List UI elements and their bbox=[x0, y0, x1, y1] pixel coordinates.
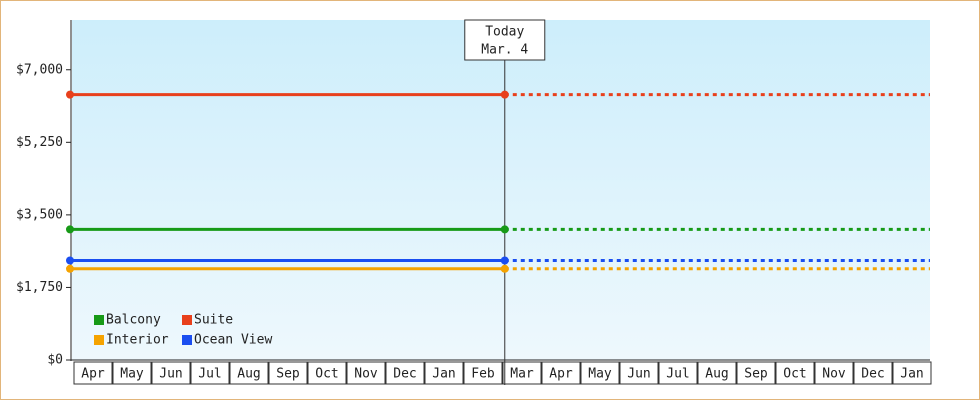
x-category-box bbox=[229, 361, 269, 385]
x-category-box bbox=[346, 361, 386, 385]
x-tick-label: Jan bbox=[900, 367, 923, 382]
x-tick-label: Oct bbox=[315, 367, 338, 382]
series-point bbox=[500, 264, 509, 273]
x-category-box bbox=[892, 361, 932, 385]
y-tick-label: $5,250 bbox=[16, 135, 63, 150]
y-tick-label: $7,000 bbox=[16, 62, 63, 77]
x-category-box bbox=[814, 361, 854, 385]
x-category-box bbox=[268, 361, 308, 385]
series-point bbox=[500, 90, 509, 99]
x-tick-label: Jan bbox=[432, 367, 455, 382]
x-category-box bbox=[853, 361, 893, 385]
x-category-box bbox=[385, 361, 425, 385]
x-tick-label: Nov bbox=[354, 367, 378, 382]
plot-area bbox=[72, 20, 930, 360]
y-tick-label: $3,500 bbox=[16, 207, 63, 222]
series-point bbox=[66, 90, 74, 99]
legend-swatch bbox=[182, 335, 192, 345]
x-tick-label: Nov bbox=[822, 367, 846, 382]
x-category-box bbox=[541, 361, 581, 385]
x-tick-label: Dec bbox=[393, 367, 416, 382]
legend-label: Interior bbox=[106, 333, 169, 348]
today-box bbox=[464, 19, 546, 61]
x-category-box bbox=[580, 361, 620, 385]
x-tick-label: Jun bbox=[627, 367, 650, 382]
x-tick-label: Apr bbox=[81, 367, 105, 382]
legend-label: Suite bbox=[194, 313, 233, 328]
y-tick-label: $1,750 bbox=[16, 280, 63, 295]
legend-swatch bbox=[94, 335, 104, 345]
x-tick-label: Aug bbox=[237, 367, 260, 382]
x-tick-label: Apr bbox=[549, 367, 573, 382]
x-tick-label: Feb bbox=[471, 367, 495, 382]
x-tick-label: Mar bbox=[510, 367, 534, 382]
x-category-box bbox=[697, 361, 737, 385]
legend-label: Balcony bbox=[106, 313, 161, 328]
legend-swatch bbox=[94, 315, 104, 325]
x-category-box bbox=[658, 361, 698, 385]
x-category-box bbox=[736, 361, 776, 385]
x-tick-label: Oct bbox=[783, 367, 806, 382]
x-tick-label: May bbox=[120, 367, 144, 382]
x-tick-label: Jul bbox=[198, 367, 221, 382]
legend-label: Ocean View bbox=[194, 333, 272, 348]
series-point bbox=[66, 225, 74, 234]
series-point bbox=[500, 225, 509, 234]
x-tick-label: Jun bbox=[159, 367, 182, 382]
today-label: Mar. 4 bbox=[481, 43, 528, 58]
x-category-box bbox=[619, 361, 659, 385]
series-point bbox=[66, 256, 74, 265]
x-category-box bbox=[424, 361, 464, 385]
y-tick-label: $0 bbox=[47, 353, 63, 368]
series-point bbox=[66, 264, 74, 273]
x-category-box bbox=[73, 361, 113, 385]
x-tick-label: Sep bbox=[744, 367, 768, 382]
x-category-box bbox=[112, 361, 152, 385]
x-category-box bbox=[502, 361, 542, 385]
x-category-box bbox=[463, 361, 503, 385]
legend-swatch bbox=[182, 315, 192, 325]
x-category-box bbox=[190, 361, 230, 385]
x-category-box bbox=[307, 361, 347, 385]
x-tick-label: Aug bbox=[705, 367, 728, 382]
x-category-box bbox=[775, 361, 815, 385]
x-category-box bbox=[151, 361, 191, 385]
x-tick-label: Dec bbox=[861, 367, 884, 382]
series-point bbox=[500, 256, 509, 265]
today-title: Today bbox=[485, 25, 524, 40]
x-tick-label: May bbox=[588, 367, 612, 382]
x-tick-label: Sep bbox=[276, 367, 300, 382]
x-tick-label: Jul bbox=[666, 367, 689, 382]
